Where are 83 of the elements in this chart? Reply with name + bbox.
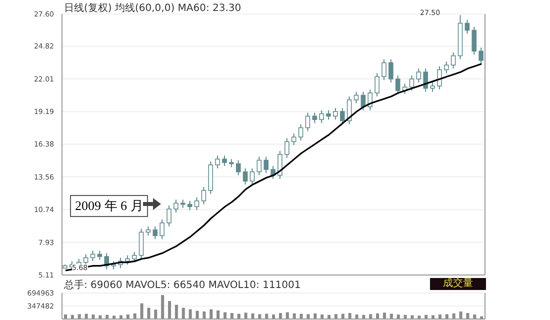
bar: [369, 314, 372, 319]
candlestick: [374, 72, 380, 97]
candlestick: [478, 47, 484, 64]
candlestick: [138, 228, 144, 260]
candlestick: [437, 66, 442, 90]
candlestick: [382, 58, 386, 81]
candlestick: [291, 133, 296, 146]
text: 成交量: [430, 278, 486, 290]
candlestick: [256, 156, 262, 176]
bar: [278, 313, 282, 319]
bar: [418, 316, 421, 319]
candlestick: [174, 199, 178, 213]
bar: [244, 312, 248, 319]
candlestick: [194, 196, 200, 211]
candlestick: [464, 19, 470, 34]
bar: [230, 313, 234, 319]
candlestick: [187, 200, 192, 211]
candlestick: [395, 75, 400, 95]
bar: [147, 308, 150, 319]
bar: [78, 314, 81, 319]
candlestick: [250, 168, 255, 186]
bar: [251, 313, 254, 319]
bar: [314, 313, 317, 319]
line-series: [64, 63, 482, 272]
candlestick: [354, 91, 359, 104]
candlestick: [132, 251, 137, 263]
bar: [292, 313, 296, 319]
bar: [466, 313, 470, 319]
candlestick: [319, 110, 324, 124]
candlestick: [416, 68, 422, 83]
bar: [154, 310, 158, 319]
candlestick: [305, 112, 310, 132]
bar: [258, 314, 262, 319]
candlestick: [201, 186, 206, 205]
bar: [168, 301, 172, 319]
bar: [452, 313, 456, 319]
bar: [348, 313, 352, 319]
bar: [382, 312, 386, 319]
candlestick: [472, 26, 477, 56]
chart-title: 日线(复权) 均线(60,0,0) MA60: 23.30: [64, 2, 242, 15]
bar: [459, 312, 462, 319]
candlestick: [326, 110, 331, 120]
bar: [182, 308, 185, 319]
candlestick: [430, 82, 435, 92]
bar: [202, 312, 206, 319]
candlestick: [423, 68, 428, 92]
candlestick: [152, 226, 158, 240]
candlestick: [388, 58, 394, 83]
candlestick: [340, 108, 345, 125]
candlestick: [409, 75, 414, 92]
bar: [334, 314, 338, 319]
annotation: 2009 年 6 月: [70, 195, 148, 217]
candlestick: [160, 218, 164, 240]
candlestick: [97, 250, 102, 261]
candlestick: [125, 254, 130, 266]
candlestick: [450, 52, 456, 70]
bar: [445, 314, 448, 319]
candlestick: [312, 112, 318, 124]
candlestick: [215, 155, 220, 169]
candlestick: [146, 226, 151, 236]
bar: [210, 309, 213, 319]
bar: [161, 295, 164, 319]
candlestick: [298, 124, 304, 141]
bar: [140, 303, 144, 319]
candlestick: [90, 250, 96, 262]
bar: [306, 314, 310, 319]
chart-title: 总手: 69060 MAVOL5: 66540 MAVOL10: 111001: [64, 278, 301, 292]
candlestick: [284, 138, 290, 158]
candlestick: [278, 150, 282, 180]
candlestick: [264, 156, 268, 174]
bar: [216, 310, 220, 319]
candlestick: [236, 160, 241, 176]
candlestick: [222, 155, 227, 167]
bar: [112, 316, 116, 319]
candlestick: [444, 61, 449, 74]
candlestick: [242, 168, 248, 186]
candlestick: [333, 108, 338, 120]
bar: [133, 313, 136, 319]
bar: [196, 310, 199, 319]
bar: [188, 309, 192, 319]
bar: [376, 313, 380, 319]
candlestick: [166, 204, 172, 227]
bar: [174, 304, 178, 319]
